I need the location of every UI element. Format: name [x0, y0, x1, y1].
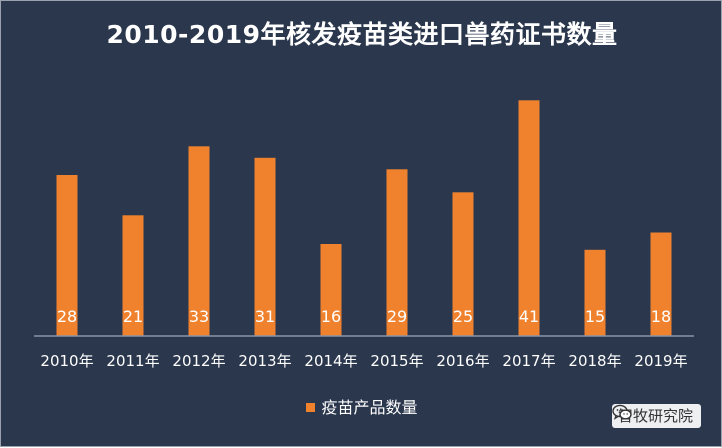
data-label: 25	[453, 307, 473, 326]
wechat-icon	[612, 404, 632, 420]
x-tick-label: 2018年	[568, 352, 621, 370]
bar	[518, 100, 540, 337]
x-tick-label: 2014年	[304, 352, 357, 370]
x-tick-label: 2011年	[106, 352, 159, 370]
x-tick-label: 2012年	[172, 352, 225, 370]
bar	[122, 215, 144, 337]
chart-title: 2010-2019年核发疫苗类进口兽药证书数量	[106, 20, 618, 49]
x-tick-label: 2016年	[436, 352, 489, 370]
bar	[452, 192, 474, 337]
x-tick-label: 2017年	[502, 352, 555, 370]
data-label: 41	[519, 307, 539, 326]
data-label: 18	[651, 307, 671, 326]
legend-label: 疫苗产品数量	[321, 398, 418, 417]
x-tick-label: 2019年	[634, 352, 687, 370]
bar	[188, 146, 210, 337]
bar	[584, 249, 606, 337]
bar	[386, 169, 408, 337]
data-label: 16	[321, 307, 341, 326]
bar	[254, 157, 276, 337]
data-label: 15	[585, 307, 605, 326]
bar	[320, 244, 342, 336]
data-label: 21	[123, 307, 143, 326]
watermark-text: 智牧研究院	[617, 407, 693, 425]
bar	[56, 175, 78, 336]
data-label: 31	[255, 307, 275, 326]
watermark: 智牧研究院	[611, 404, 701, 428]
legend: 疫苗产品数量	[1, 394, 722, 418]
bar	[650, 232, 672, 336]
data-label: 33	[189, 307, 209, 326]
data-label: 28	[57, 307, 77, 326]
x-tick-label: 2010年	[40, 352, 93, 370]
data-label: 29	[387, 307, 407, 326]
x-tick-label: 2013年	[238, 352, 291, 370]
legend-swatch	[306, 403, 316, 412]
x-tick-label: 2015年	[370, 352, 423, 370]
